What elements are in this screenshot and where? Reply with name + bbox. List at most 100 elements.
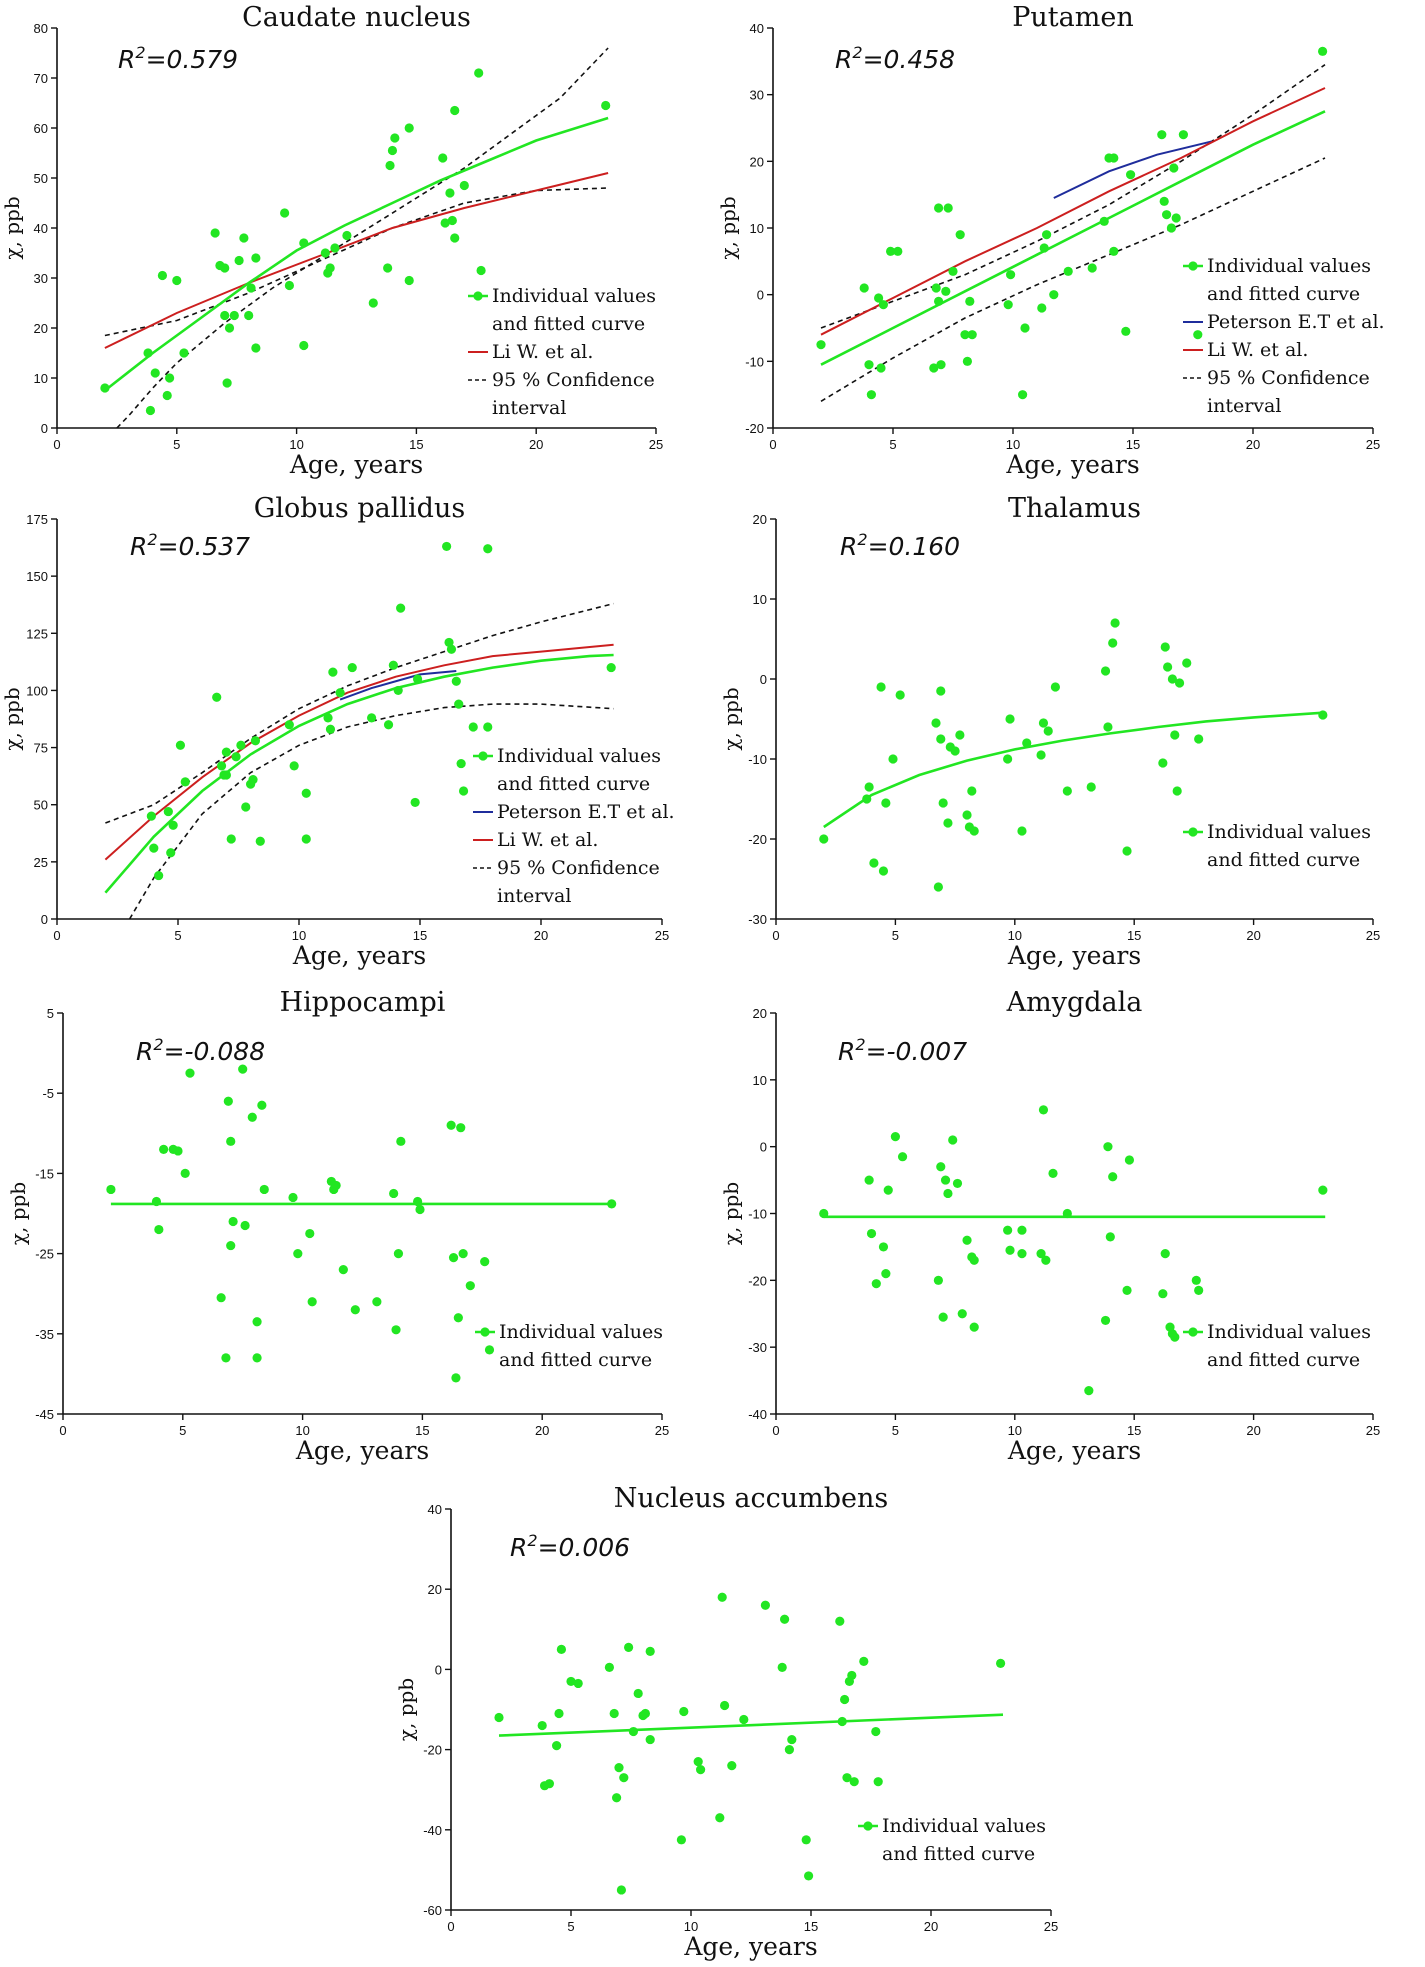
- x-tick-label: 15: [1127, 928, 1141, 943]
- chart-title: Putamen: [1012, 2, 1133, 33]
- confidence-interval-upper: [820, 64, 1326, 329]
- x-tick-label: 5: [174, 928, 181, 943]
- y-tick-label: 175: [26, 512, 48, 527]
- x-tick-label: 15: [1127, 1423, 1141, 1438]
- data-point: [456, 1123, 466, 1133]
- data-point: [280, 208, 290, 218]
- data-point: [871, 1279, 881, 1289]
- y-tick-label: 5: [47, 1006, 54, 1021]
- data-point: [554, 1708, 564, 1719]
- chart-panel-nucleus-accumbens: Nucleus accumbens R2=0.006 0 5 10 15 20 25 -60 -4…: [394, 1483, 1058, 1961]
- data-point: [936, 686, 946, 696]
- x-tick-label: 10: [1008, 928, 1022, 943]
- data-point: [350, 1305, 360, 1315]
- data-point: [878, 866, 889, 876]
- y-axis-label: χ, ppb: [716, 196, 740, 259]
- x-tick-label: 20: [1246, 1423, 1260, 1438]
- data-point: [255, 836, 265, 846]
- data-point: [1158, 758, 1168, 768]
- legend-swatch-point: [863, 1821, 873, 1831]
- data-point: [288, 1192, 298, 1203]
- data-point: [955, 230, 965, 240]
- x-tick-label: 25: [655, 1423, 669, 1438]
- data-point: [390, 133, 400, 143]
- data-point: [446, 1120, 456, 1130]
- x-tick-label: 25: [1366, 1423, 1380, 1438]
- data-point: [967, 786, 977, 796]
- legend-swatch-point: [1188, 261, 1198, 271]
- data-point: [864, 1175, 874, 1185]
- data-point: [1043, 726, 1053, 736]
- x-tick-label: 0: [772, 1423, 779, 1438]
- data-point: [1048, 1168, 1058, 1178]
- data-point: [936, 360, 946, 370]
- legend: Individual values and fitted curve: [475, 1321, 663, 1371]
- y-tick-label: 40: [34, 221, 48, 236]
- data-point: [388, 660, 398, 670]
- data-point: [873, 1777, 883, 1787]
- data-point: [693, 1757, 703, 1767]
- data-point: [607, 1199, 617, 1209]
- data-point: [777, 1662, 787, 1672]
- data-point: [451, 1373, 461, 1383]
- data-point: [965, 296, 975, 306]
- x-tick-label: 25: [649, 437, 663, 452]
- data-point: [445, 188, 455, 198]
- data-point: [238, 1064, 248, 1074]
- legend-label: Li W. et al.: [492, 341, 593, 363]
- data-point: [552, 1740, 562, 1751]
- data-point: [331, 1180, 341, 1191]
- data-point: [1003, 300, 1013, 310]
- data-point: [335, 688, 345, 698]
- y-tick-label: -40: [748, 1407, 767, 1422]
- data-point: [1018, 390, 1028, 400]
- data-point: [259, 1184, 269, 1195]
- y-axis-label: χ, ppb: [394, 1678, 418, 1741]
- y-tick-label: -10: [748, 752, 767, 767]
- x-tick-label: 10: [292, 928, 306, 943]
- data-point: [878, 1242, 889, 1252]
- data-point: [943, 203, 953, 213]
- r-squared-label: R2=-0.088: [136, 1035, 265, 1066]
- data-point: [938, 1312, 948, 1322]
- y-tick-label: 125: [26, 626, 48, 641]
- y-tick-label: 0: [435, 1662, 442, 1677]
- data-point: [1105, 1232, 1115, 1242]
- data-point: [556, 1644, 567, 1654]
- data-point: [936, 1162, 946, 1172]
- legend-label: Peterson E.T et al.: [1207, 311, 1385, 333]
- data-point: [859, 283, 869, 293]
- data-point: [387, 145, 398, 156]
- data-point: [952, 1178, 963, 1189]
- data-point: [1005, 1245, 1015, 1255]
- y-tick-label: -30: [748, 912, 767, 927]
- x-tick-label: 5: [892, 1423, 899, 1438]
- y-tick-label: 30: [34, 271, 48, 286]
- data-point: [396, 603, 406, 613]
- data-point: [931, 718, 941, 728]
- data-point: [1182, 658, 1192, 668]
- data-point: [216, 1293, 226, 1303]
- data-point: [1036, 1249, 1046, 1259]
- y-tick-label: 60: [34, 121, 48, 136]
- data-point: [221, 770, 231, 780]
- data-point: [1166, 223, 1176, 233]
- data-point: [1167, 674, 1178, 684]
- x-tick-label: 0: [772, 928, 779, 943]
- data-point: [881, 798, 891, 808]
- data-point: [866, 390, 877, 400]
- data-point: [247, 1112, 257, 1122]
- data-point: [696, 1765, 706, 1775]
- y-tick-label: 50: [34, 171, 48, 186]
- data-point: [474, 68, 484, 78]
- data-point: [347, 662, 357, 673]
- y-tick-label: 10: [753, 1073, 767, 1088]
- data-point: [1020, 323, 1030, 333]
- data-point: [897, 1152, 908, 1162]
- x-tick-label: 5: [567, 1919, 574, 1934]
- legend-label: and fitted curve: [882, 1843, 1035, 1865]
- data-point: [1084, 1386, 1094, 1396]
- data-point: [220, 310, 230, 321]
- data-point: [1041, 1255, 1051, 1265]
- data-point: [943, 818, 953, 828]
